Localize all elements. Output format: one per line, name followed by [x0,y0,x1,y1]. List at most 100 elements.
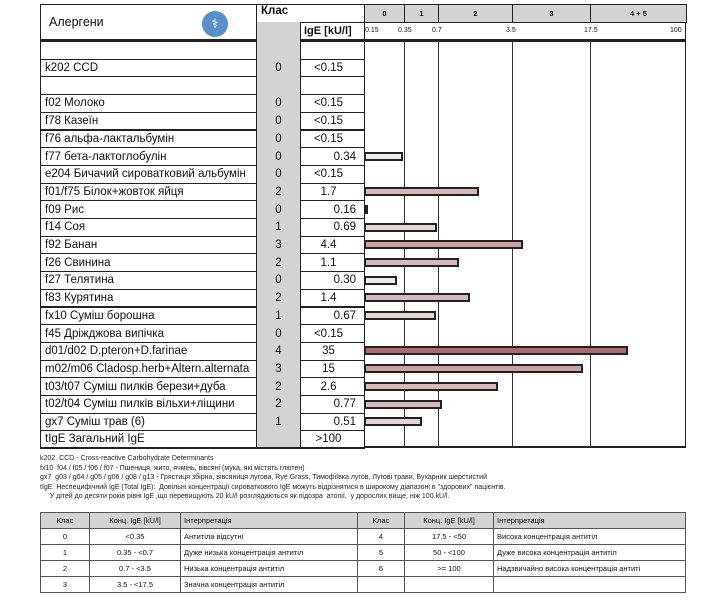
ige-value-cell: 0.69 [300,218,365,237]
allergen-name-cell: k202 CCD [40,58,257,78]
ige-bar [364,222,438,232]
allergen-name-cell: fx10 Суміш борошна [40,306,257,326]
allergen-name: k202 CCD [45,62,99,75]
legend-cell: Значна концентрація антитіл [180,576,358,593]
allergens-header-label: Алергени [49,15,104,29]
allergen-name-cell: t03/t07 Суміш пилків берези+дуба [40,377,257,396]
allergen-name-cell [40,41,257,60]
class-value: 4 [275,345,282,358]
legend-cell: Надзвичайно висока концентрація антиті [493,560,686,577]
ige-value: 0.34 [333,150,356,163]
ige-bar [364,257,459,267]
allergen-name-cell: t02/t04 Суміш пилків вільхи+ліщини [40,395,257,414]
ige-value: 1.7 [320,185,337,198]
class-cell: 2 [256,253,301,273]
ige-bar [364,151,403,161]
scale-tick-label: 0.35 [398,27,412,34]
legend-cell: Висока концентрація антитіл [493,528,686,545]
class-band-label: 0 [382,9,387,18]
ige-value: 0.16 [333,203,356,216]
legend-header: Конц. IgE [kU/l] [89,512,181,529]
allergen-name: gx7 Суміш трав (6) [45,416,145,429]
legend-cell: >= 100 [404,560,494,577]
class-legend-table: Клас Конц. IgE [kU/l] Інтерпретація Клас… [40,512,686,593]
ige-value-cell: <0.15 [300,129,365,149]
class-cell: 0 [256,94,301,113]
ige-value-cell: 2.6 [300,377,365,396]
class-cell: 1 [256,218,301,237]
scale-tick-label: 0.15 [365,27,379,34]
footnote: У дітей до десяти років рівні IgE ,що пе… [40,493,450,500]
class-cell: 0 [256,164,301,184]
allergen-name: f92 Банан [45,239,98,252]
class-header-grey [257,22,300,43]
legend-cell: 1 [40,544,90,561]
class-value: 0 [275,62,282,75]
class-cell: 0 [256,129,301,149]
class-band-label: 2 [473,9,478,18]
allergen-name-cell [40,76,257,96]
ige-value-cell: 4.4 [300,235,365,255]
allergen-name: f26 Свинина [45,256,111,269]
ige-bar [364,275,397,285]
ige-bar [364,187,479,197]
scale-tick-label: 100 [670,27,682,34]
class-cell: 2 [256,288,301,308]
footnote: fx10 f04 / f05 / f06 / f07 - Пшениця, жи… [40,464,305,472]
class-header-label: Клас [261,5,289,17]
class-band-label: 4 + 5 [630,9,647,18]
legend-cell: 0.35 - <0.7 [89,544,181,561]
class-cell: 1 [256,306,301,326]
ige-value-cell: 1.4 [300,288,365,308]
class-cell: 2 [256,395,301,414]
allergen-name-cell: f45 Дріжджова випічка [40,324,257,343]
ige-value: <0.15 [313,97,344,110]
ige-bar [364,381,499,391]
legend-row: 3 3.5 - <17.5 Значна концентрація антитіл [40,576,686,593]
ige-bar [364,240,524,250]
allergen-name: m02/m06 Cladosp.herb+Altern.alternata [45,362,250,375]
legend-cell: 2 [40,560,90,577]
legend-cell: Дуже висока концентрація антитіл [493,544,686,561]
allergen-name: t03/t07 Суміш пилків берези+дуба [45,380,226,393]
ige-value-cell: <0.15 [300,324,365,343]
ige-value: 0.67 [333,309,356,322]
class-band-4: 4 + 5 [590,4,687,23]
class-band-label: 1 [419,9,424,18]
ige-bar [364,417,423,427]
class-cell: 3 [256,235,301,255]
allergen-name-cell: f78 Казеїн [40,111,257,131]
class-band-label: 3 [549,9,554,18]
scale-tick-label: 0.7 [432,27,442,34]
class-cell: 0 [256,271,301,290]
class-cell: 0 [256,147,301,166]
ige-value-cell: 0.30 [300,271,365,290]
class-value: 2 [275,185,282,198]
ige-bar [364,346,629,356]
ige-header-label: IgE [kU/l] [304,25,352,37]
class-cell [256,430,301,450]
ige-value-cell: 0.77 [300,395,365,414]
ige-value-cell: 0.51 [300,412,365,432]
allergen-name: f76 альфа-лактальбумін [45,132,175,145]
ige-value: 35 [322,345,335,358]
ige-value: 0.77 [333,398,356,411]
footnote: k202 CCD - Cross-reactive Carbohydrate D… [40,455,214,462]
ige-value-cell: <0.15 [300,58,365,78]
ige-bar [364,399,443,409]
ige-value: 1.4 [320,292,337,305]
ige-value-cell [300,41,365,60]
class-value: 0 [275,274,282,287]
legend-header: Конц. IgE [kU/l] [404,512,494,529]
ige-value-cell: 0.16 [300,200,365,219]
ige-value: 0.30 [333,274,356,287]
allergen-name: f45 Дріжджова випічка [45,327,164,340]
ige-bar [364,293,470,303]
ige-value: 4.4 [320,239,337,252]
ige-value-cell [300,76,365,96]
allergen-name: t02/t04 Суміш пилків вільхи+ліщини [45,398,235,411]
class-cell: 1 [256,412,301,432]
legend-cell: 0.7 - <3.5 [89,560,181,577]
ige-value-cell: 15 [300,359,365,379]
legend-header: Клас [357,512,405,529]
